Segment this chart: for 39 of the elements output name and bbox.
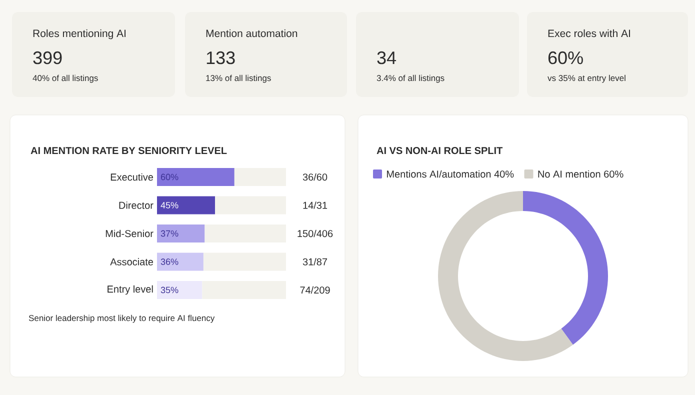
text: Roles mentioning AI (33, 29, 126, 40)
text: 34 (377, 51, 396, 64)
y-tick-label: Associate (110, 258, 154, 266)
text: 60% (548, 51, 583, 64)
data-label: 60% (160, 174, 178, 180)
y-tick-label: Mid-Senior (106, 230, 154, 238)
y-tick-label: Entry level (108, 285, 153, 295)
text: 13% of all listings (206, 74, 271, 83)
legend-label: Mentions AI/automation 40% (387, 170, 514, 178)
bar (157, 196, 216, 214)
bar (204, 224, 286, 242)
data-label: 37% (160, 230, 178, 237)
text: 150/406 (298, 230, 333, 238)
chart-title: AI VS NON-AI ROLE SPLIT (376, 147, 503, 154)
data-label: 45% (160, 202, 178, 208)
text: 31/87 (302, 258, 328, 266)
bar (215, 196, 286, 214)
text: Senior leadership most likely to require AI fluency (28, 314, 215, 323)
bar (157, 168, 234, 186)
y-tick-label: Executive (110, 173, 154, 181)
text: 399 (33, 51, 62, 64)
text: 36/60 (302, 173, 328, 181)
text: vs 35% at entry level (548, 74, 626, 83)
bar (157, 252, 204, 271)
text: 3.4% of all listings (376, 74, 444, 83)
y-tick-label: Director (119, 202, 154, 209)
text: 40% of all listings (32, 74, 98, 83)
chart-title: AI MENTION RATE BY SENIORITY LEVEL (30, 147, 227, 154)
bar (234, 168, 286, 186)
bar (157, 224, 205, 242)
text: 133 (206, 51, 235, 64)
text: 14/31 (303, 202, 328, 209)
bar (203, 252, 286, 271)
legend-label: No AI mention 60% (538, 170, 624, 178)
text: 74/209 (300, 286, 330, 294)
text: Mention automation (206, 29, 298, 38)
data-label: 36% (160, 258, 178, 265)
text: Exec roles with AI (548, 29, 630, 38)
data-label: 35% (160, 286, 178, 294)
